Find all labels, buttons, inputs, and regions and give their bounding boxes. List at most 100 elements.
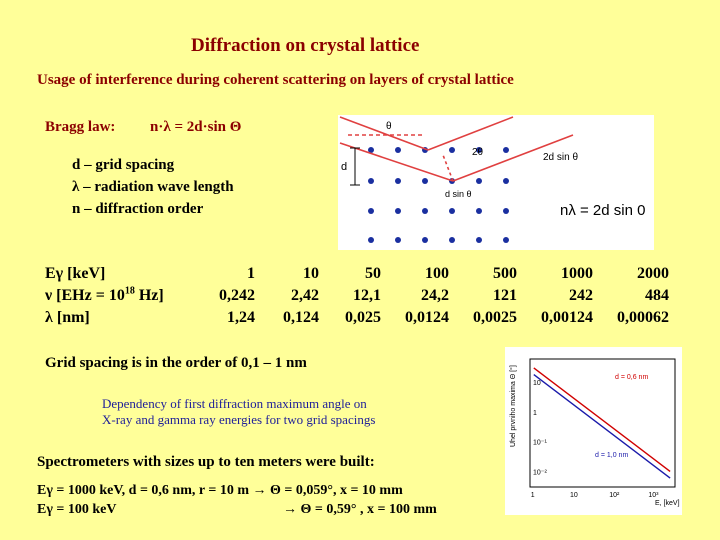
table-cell-wavelength: 0,00062 bbox=[617, 309, 669, 326]
lattice-atom bbox=[422, 208, 428, 214]
lattice-atom bbox=[395, 147, 401, 153]
lattice-atoms bbox=[368, 147, 509, 243]
lattice-atom bbox=[449, 147, 455, 153]
table-row-energy: Eγ [keV] 1 10 50 100 500 1000 2000 bbox=[45, 263, 675, 285]
lattice-atom bbox=[503, 208, 509, 214]
grid-spacing-note: Grid spacing is in the order of 0,1 – 1 … bbox=[45, 355, 307, 371]
lattice-atom bbox=[422, 178, 428, 184]
lattice-atom bbox=[395, 237, 401, 243]
chart-y-tick-label: 10⁻¹ bbox=[533, 440, 547, 447]
table-cell-wavelength: 1,24 bbox=[227, 309, 255, 326]
bragg-equation-label: nλ = 2d sin 0 bbox=[560, 202, 645, 219]
d-symbol: d bbox=[341, 161, 347, 173]
chart-x-tick-label: 1 bbox=[531, 492, 535, 499]
lattice-atom bbox=[368, 178, 374, 184]
lattice-atom bbox=[395, 208, 401, 214]
chart-x-label: E, [keV] bbox=[655, 500, 680, 507]
row-label-energy: Eγ [keV] bbox=[45, 265, 106, 282]
lattice-atom bbox=[476, 237, 482, 243]
frequency-label-unit: Hz] bbox=[134, 287, 164, 304]
lattice-atom bbox=[476, 208, 482, 214]
example-line-2-right: → Θ = 0,59° , x = 100 mm bbox=[283, 502, 437, 517]
bragg-diagram-svg: d θ 2θ d sin θ 2d sin θ nλ = 2d sin 0 bbox=[339, 116, 645, 243]
chart-series-label-1: d = 0,6 nm bbox=[615, 374, 648, 381]
row-label-frequency: ν [EHz = 1018 Hz] bbox=[45, 285, 195, 307]
lattice-atom bbox=[503, 237, 509, 243]
angle-energy-chart-svg: 1 10 10² 10³ 10 1 10⁻¹ 10⁻² d = 0,6 nm d = 1,0 nm… bbox=[509, 358, 680, 507]
definition-lambda: λ – radiation wave length bbox=[72, 179, 234, 195]
lattice-atom bbox=[395, 178, 401, 184]
row-label-wavelength: λ [nm] bbox=[45, 309, 90, 326]
table-cell-energy: 500 bbox=[493, 265, 517, 282]
table-cell-energy: 1000 bbox=[561, 265, 593, 282]
table-cell-frequency: 484 bbox=[645, 287, 669, 304]
table-cell-wavelength: 0,0025 bbox=[473, 309, 517, 326]
reflected-ray-1 bbox=[427, 116, 514, 151]
chart-caption-line-2: X-ray and gamma ray energies for two gri… bbox=[102, 412, 376, 427]
chart-series-line-2 bbox=[533, 374, 671, 479]
table-cell-wavelength: 0,124 bbox=[283, 309, 319, 326]
lattice-atom bbox=[449, 208, 455, 214]
table-cell-frequency: 12,1 bbox=[353, 287, 381, 304]
table-cell-wavelength: 0,00124 bbox=[541, 309, 593, 326]
chart-y-tick-label: 10 bbox=[533, 380, 541, 387]
subtitle: Usage of interference during coherent sc… bbox=[37, 72, 514, 88]
frequency-label-main: ν [EHz = 10 bbox=[45, 287, 125, 304]
chart-x-tick-label: 10 bbox=[570, 492, 578, 499]
chart-x-tick-label: 10² bbox=[609, 492, 620, 499]
lattice-atom bbox=[368, 208, 374, 214]
example-line-1: Eγ = 1000 keV, d = 0,6 nm, r = 10 m → Θ … bbox=[37, 483, 403, 498]
table-cell-frequency: 121 bbox=[493, 287, 517, 304]
ray-paths bbox=[339, 116, 574, 182]
incident-ray-1 bbox=[339, 116, 429, 151]
lattice-atom bbox=[422, 237, 428, 243]
chart-y-tick-label: 1 bbox=[533, 410, 537, 417]
table-cell-wavelength: 0,025 bbox=[345, 309, 381, 326]
lattice-atom bbox=[503, 147, 509, 153]
d-sin-theta-label: d sin θ bbox=[445, 189, 472, 199]
energy-table-body: Eγ [keV] 1 10 50 100 500 1000 2000 ν [EHz = 10… bbox=[45, 263, 675, 329]
frequency-label-exponent: 18 bbox=[124, 285, 135, 297]
lattice-atom bbox=[476, 147, 482, 153]
bragg-label: Bragg law: bbox=[45, 119, 116, 135]
page-title: Diffraction on crystal lattice bbox=[191, 35, 420, 56]
angle-energy-chart: 1 10 10² 10³ 10 1 10⁻¹ 10⁻² d = 0,6 nm d = 1,0 nm… bbox=[505, 347, 682, 515]
table-cell-frequency: 24,2 bbox=[421, 287, 449, 304]
chart-y-label: Uhel prvniho maxima Θ [°] bbox=[509, 365, 517, 447]
chart-x-tick-label: 10³ bbox=[648, 492, 659, 499]
normal-line bbox=[442, 154, 454, 182]
theta-symbol: θ bbox=[386, 121, 392, 132]
lattice-atom bbox=[368, 147, 374, 153]
table-row-wavelength: λ [nm] 1,24 0,124 0,025 0,0124 0,0025 0,00124… bbox=[45, 307, 675, 329]
table-cell-frequency: 2,42 bbox=[291, 287, 319, 304]
table-cell-frequency: 0,242 bbox=[219, 287, 255, 304]
definition-n: n – diffraction order bbox=[72, 201, 204, 217]
lattice-atom bbox=[503, 178, 509, 184]
lattice-atom bbox=[368, 237, 374, 243]
incident-ray-2 bbox=[339, 142, 454, 182]
reflected-ray-2 bbox=[452, 134, 574, 182]
table-cell-energy: 2000 bbox=[637, 265, 669, 282]
chart-series-label-2: d = 1,0 nm bbox=[595, 452, 628, 459]
table-cell-energy: 10 bbox=[303, 265, 319, 282]
bragg-formula: n·λ = 2d·sin Θ bbox=[150, 119, 242, 135]
table-cell-energy: 100 bbox=[425, 265, 449, 282]
energy-table: Eγ [keV] 1 10 50 100 500 1000 2000 ν [EHz = 10… bbox=[45, 263, 675, 329]
table-cell-frequency: 242 bbox=[569, 287, 593, 304]
two-d-sin-theta-label: 2d sin θ bbox=[543, 152, 578, 163]
lattice-atom bbox=[449, 237, 455, 243]
chart-marks: 1 10 10² 10³ 10 1 10⁻¹ 10⁻² d = 0,6 nm d = 1,0 nm bbox=[531, 367, 671, 499]
chart-y-tick-label: 10⁻² bbox=[533, 469, 547, 476]
definition-d: d – grid spacing bbox=[72, 157, 175, 173]
chart-frame bbox=[529, 358, 676, 488]
example-line-2-left: Eγ = 100 keV bbox=[37, 502, 117, 517]
table-cell-wavelength: 0,0124 bbox=[405, 309, 449, 326]
table-row-frequency: ν [EHz = 1018 Hz] 0,242 2,42 12,1 24,2 121 24… bbox=[45, 285, 675, 307]
spectrometers-note: Spectrometers with sizes up to ten meter… bbox=[37, 454, 375, 470]
lattice-atom bbox=[476, 178, 482, 184]
bragg-diagram: d θ 2θ d sin θ 2d sin θ nλ = 2d sin 0 bbox=[338, 115, 654, 250]
chart-caption-line-1: Dependency of first diffraction maximum … bbox=[102, 396, 367, 411]
chart-series-line-1 bbox=[533, 367, 671, 472]
two-theta-symbol: 2θ bbox=[472, 147, 484, 158]
table-cell-energy: 50 bbox=[365, 265, 381, 282]
